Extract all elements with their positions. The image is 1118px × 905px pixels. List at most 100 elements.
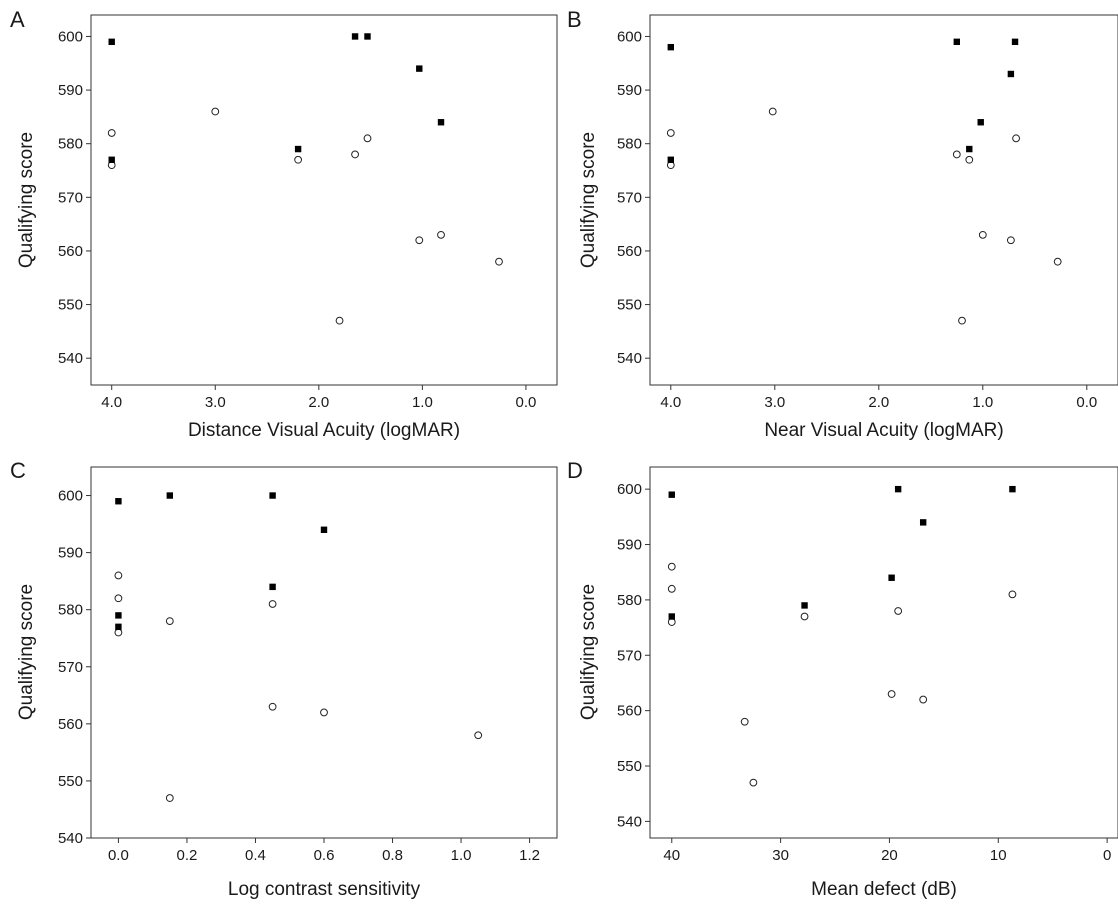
data-point-open-circle [800,612,809,621]
y-tick-label: 600 [617,481,642,498]
data-point-open-circle [1012,134,1020,143]
data-point-open-circle [495,257,503,266]
plot-frame [90,14,558,386]
x-tick-label: 2.0 [868,394,889,411]
x-tick-label: 3.0 [205,394,226,411]
x-tick-label: 0.6 [314,847,335,864]
data-point-open-circle [351,150,359,159]
x-tick-label: 3.0 [764,394,785,411]
data-point-filled-square [668,491,675,498]
data-point-open-circle [294,155,303,164]
plot-frame [90,466,558,839]
x-tick-label: 4.0 [660,394,681,411]
data-point-filled-square [437,119,445,126]
y-tick-label: 580 [617,136,642,153]
data-point-open-circle [165,617,174,626]
data-point-open-circle [268,702,277,711]
panel-letter: C [10,458,26,483]
panel-d: D 540 550 560 570 580 590 600 40 30 20 10 0 Qualifyin… [567,458,1118,900]
data-point-open-circle [107,129,116,137]
data-point-filled-square [351,33,359,40]
y-tick-label: 580 [58,602,83,619]
panel-c: C 540 550 560 570 580 590 600 0.0 0.2 0.4 0.6 0.8 1.0… [10,458,558,900]
y-tick-label: 590 [58,545,83,562]
x-tick-label: 0 [1103,847,1111,864]
data-point-filled-square [919,519,927,526]
data-point-filled-square [894,485,902,493]
y-tick-label: 570 [617,189,642,206]
data-point-open-circle [958,316,966,325]
data-point-open-circle [667,562,676,571]
data-point-filled-square [953,38,960,46]
panel-letter: D [567,458,583,483]
data-point-filled-square [416,65,423,72]
data-point-filled-square [667,43,674,51]
y-tick-label: 600 [58,28,83,45]
y-tick-label: 590 [58,82,83,99]
panel-letter: A [10,7,25,32]
x-tick-label: 0.8 [382,847,403,864]
x-tick-label: 0.0 [1076,394,1097,411]
data-point-open-circle [666,129,675,137]
x-axis-label: Mean defect (dB) [811,879,957,900]
data-point-filled-square [294,145,302,153]
data-point-filled-square [269,492,276,499]
data-point-open-circle [1006,236,1015,245]
y-tick-label: 540 [617,350,642,367]
x-tick-label: 1.0 [451,847,472,864]
x-tick-label: 0.4 [245,847,266,864]
panel-b: B 540 550 560 570 580 590 600 4.0 3.0 2.0 1.0 0.0 Qua… [567,7,1118,441]
y-tick-label: 590 [617,537,642,554]
panel-a: A 540 550 560 570 580 590 600 4.0 3.0 2.0 1.0 0.0 Qua… [10,7,558,441]
y-tick-label: 540 [58,830,83,847]
x-tick-label: 1.0 [412,394,433,411]
x-tick-label: 20 [881,847,898,864]
x-tick-label: 10 [990,847,1007,864]
x-tick-label: 0.2 [177,847,198,864]
y-tick-label: 570 [58,189,83,206]
x-tick-label: 30 [772,847,789,864]
panel-letter: B [567,7,582,32]
data-point-open-circle [320,708,328,717]
y-tick-label: 560 [617,703,642,720]
data-point-open-circle [667,584,676,593]
y-tick-label: 600 [617,28,642,45]
y-tick-label: 580 [58,136,83,153]
panels: A 540 550 560 570 580 590 600 4.0 3.0 2.0 1.0 0.0 Qua… [10,7,1118,900]
y-axis-label: Qualifying score [578,584,599,720]
x-tick-label: 0.0 [108,847,129,864]
data-point-open-circle [978,230,987,239]
y-tick-label: 550 [58,773,83,790]
data-point-open-circle [965,155,974,164]
data-point-filled-square [1007,70,1015,78]
data-point-filled-square [888,574,895,581]
data-point-open-circle [165,794,174,802]
y-tick-label: 550 [617,297,642,314]
data-point-filled-square [115,623,122,631]
data-point-filled-square [801,602,808,609]
data-point-open-circle [887,690,896,698]
y-tick-label: 560 [58,716,83,733]
plot-frame [649,14,1118,386]
y-tick-label: 540 [617,813,642,830]
y-axis-label: Qualifying score [578,132,599,268]
y-tick-label: 540 [58,350,83,367]
data-point-filled-square [320,526,328,533]
data-point-open-circle [740,717,749,726]
data-point-filled-square [269,583,276,591]
data-point-filled-square [108,38,115,46]
data-point-open-circle [919,695,928,704]
data-point-open-circle [363,134,372,143]
x-axis-label: Near Visual Acuity (logMAR) [764,420,1003,441]
data-point-open-circle [768,107,777,116]
data-point-open-circle [1053,257,1062,266]
data-point-filled-square [966,145,973,153]
data-point-filled-square [1009,485,1016,493]
x-axis-label: Distance Visual Acuity (logMAR) [188,420,460,441]
y-tick-label: 550 [617,758,642,775]
x-tick-label: 2.0 [308,394,329,411]
data-point-open-circle [952,150,961,159]
data-point-open-circle [211,107,220,116]
y-axis-label: Qualifying score [16,584,37,720]
